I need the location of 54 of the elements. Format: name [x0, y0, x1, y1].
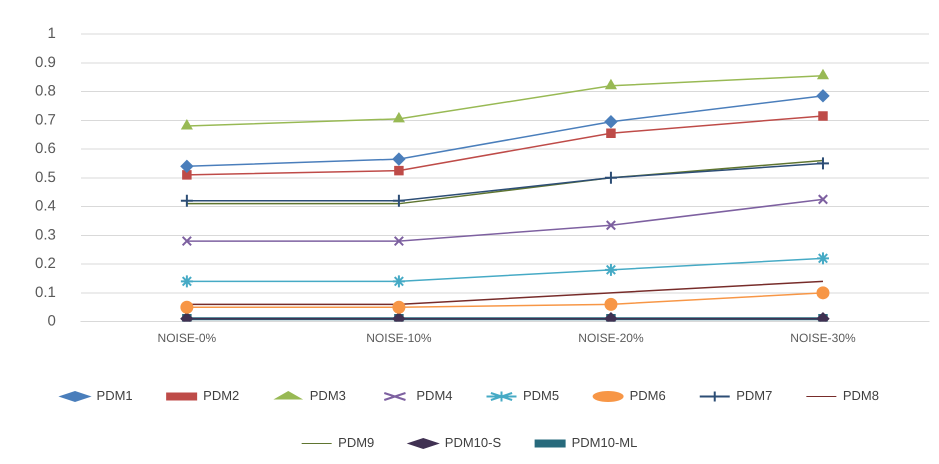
x-tick-label: NOISE-30%	[790, 331, 856, 346]
point	[817, 69, 829, 80]
legend-label: PDM7	[736, 388, 772, 404]
legend-label: PDM6	[630, 388, 666, 404]
legend-label: PDM10-S	[444, 435, 502, 450]
legend-label: PDM3	[310, 388, 346, 404]
point	[394, 236, 404, 246]
y-tick-label: 0	[48, 312, 56, 330]
y-tick-label: 0.8	[34, 82, 56, 100]
point	[606, 128, 616, 138]
legend-label: PDM5	[523, 388, 560, 404]
point	[180, 194, 194, 208]
legend-label: PDM9	[338, 435, 374, 450]
y-tick-label: 1	[48, 25, 56, 42]
point	[605, 79, 617, 90]
legend-label: PDM2	[203, 388, 240, 404]
point	[606, 220, 616, 230]
point	[604, 262, 618, 277]
point	[816, 251, 830, 266]
point	[604, 298, 618, 311]
point	[604, 170, 618, 185]
legend-label: PDM1	[96, 388, 133, 404]
point	[818, 194, 828, 205]
point	[180, 274, 194, 288]
y-tick-label: 0.2	[34, 255, 56, 272]
x-tick-label: NOISE-20%	[578, 331, 644, 346]
x-tick-label: NOISE-0%	[158, 331, 217, 346]
y-tick-label: 0.5	[34, 168, 56, 186]
point	[180, 160, 194, 173]
y-tick-label: 0.1	[34, 284, 56, 301]
x-tick-label: NOISE-10%	[366, 331, 432, 346]
y-tick-label: 0.7	[34, 111, 56, 128]
point	[816, 89, 830, 102]
point	[392, 152, 406, 166]
point	[181, 120, 193, 130]
point	[816, 286, 830, 300]
point	[393, 112, 405, 122]
point	[182, 236, 192, 246]
point	[182, 170, 192, 180]
point	[604, 115, 618, 128]
point	[392, 194, 406, 208]
point	[392, 274, 406, 288]
point	[394, 166, 404, 176]
legend-label: PDM10-ML	[572, 435, 638, 450]
y-tick-label: 0.4	[34, 198, 56, 215]
legend-label: PDM4	[416, 388, 453, 404]
point	[818, 111, 828, 121]
y-tick-label: 0.6	[34, 140, 56, 158]
y-tick-label: 0.3	[34, 226, 56, 244]
point	[392, 300, 406, 314]
legend-label: PDM8	[842, 388, 879, 404]
point	[816, 156, 830, 170]
y-tick-label: 0.9	[34, 54, 56, 71]
point	[180, 300, 194, 314]
